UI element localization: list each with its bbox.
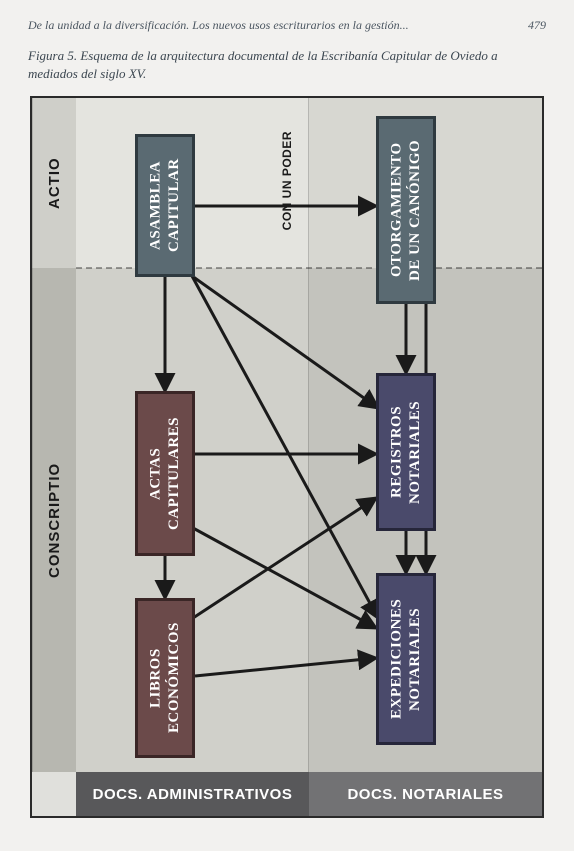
node-expediciones: EXPEDICIONESNOTARIALES	[376, 573, 436, 745]
left-strip-conscriptio: CONSCRIPTIO	[32, 268, 76, 772]
diagram-container: ACTIOCONSCRIPTIODOCS. ADMINISTRATIVOSDOC…	[30, 96, 544, 818]
figure-caption: Figura 5. Esquema de la arquitectura doc…	[28, 47, 546, 82]
edge-label-poder: CON UN PODER	[280, 131, 294, 230]
node-registros: REGISTROSNOTARIALES	[376, 373, 436, 531]
col-divider	[308, 98, 309, 772]
left-strip-actio: ACTIO	[32, 98, 76, 268]
node-libros: LIBROSECONÓMICOS	[135, 598, 195, 758]
node-asamblea: ASAMBLEACAPITULAR	[135, 134, 195, 277]
bottom-strip-docs-notar: DOCS. NOTARIALES	[309, 772, 542, 816]
running-title: De la unidad a la diversificación. Los n…	[28, 18, 409, 33]
running-header: De la unidad a la diversificación. Los n…	[28, 18, 546, 33]
node-actas: ACTASCAPITULARES	[135, 391, 195, 556]
page-number: 479	[528, 18, 546, 33]
bottom-strip-docs-admin: DOCS. ADMINISTRATIVOS	[76, 772, 309, 816]
node-otorgamiento: OTORGAMIENTODE UN CANÓNIGO	[376, 116, 436, 304]
